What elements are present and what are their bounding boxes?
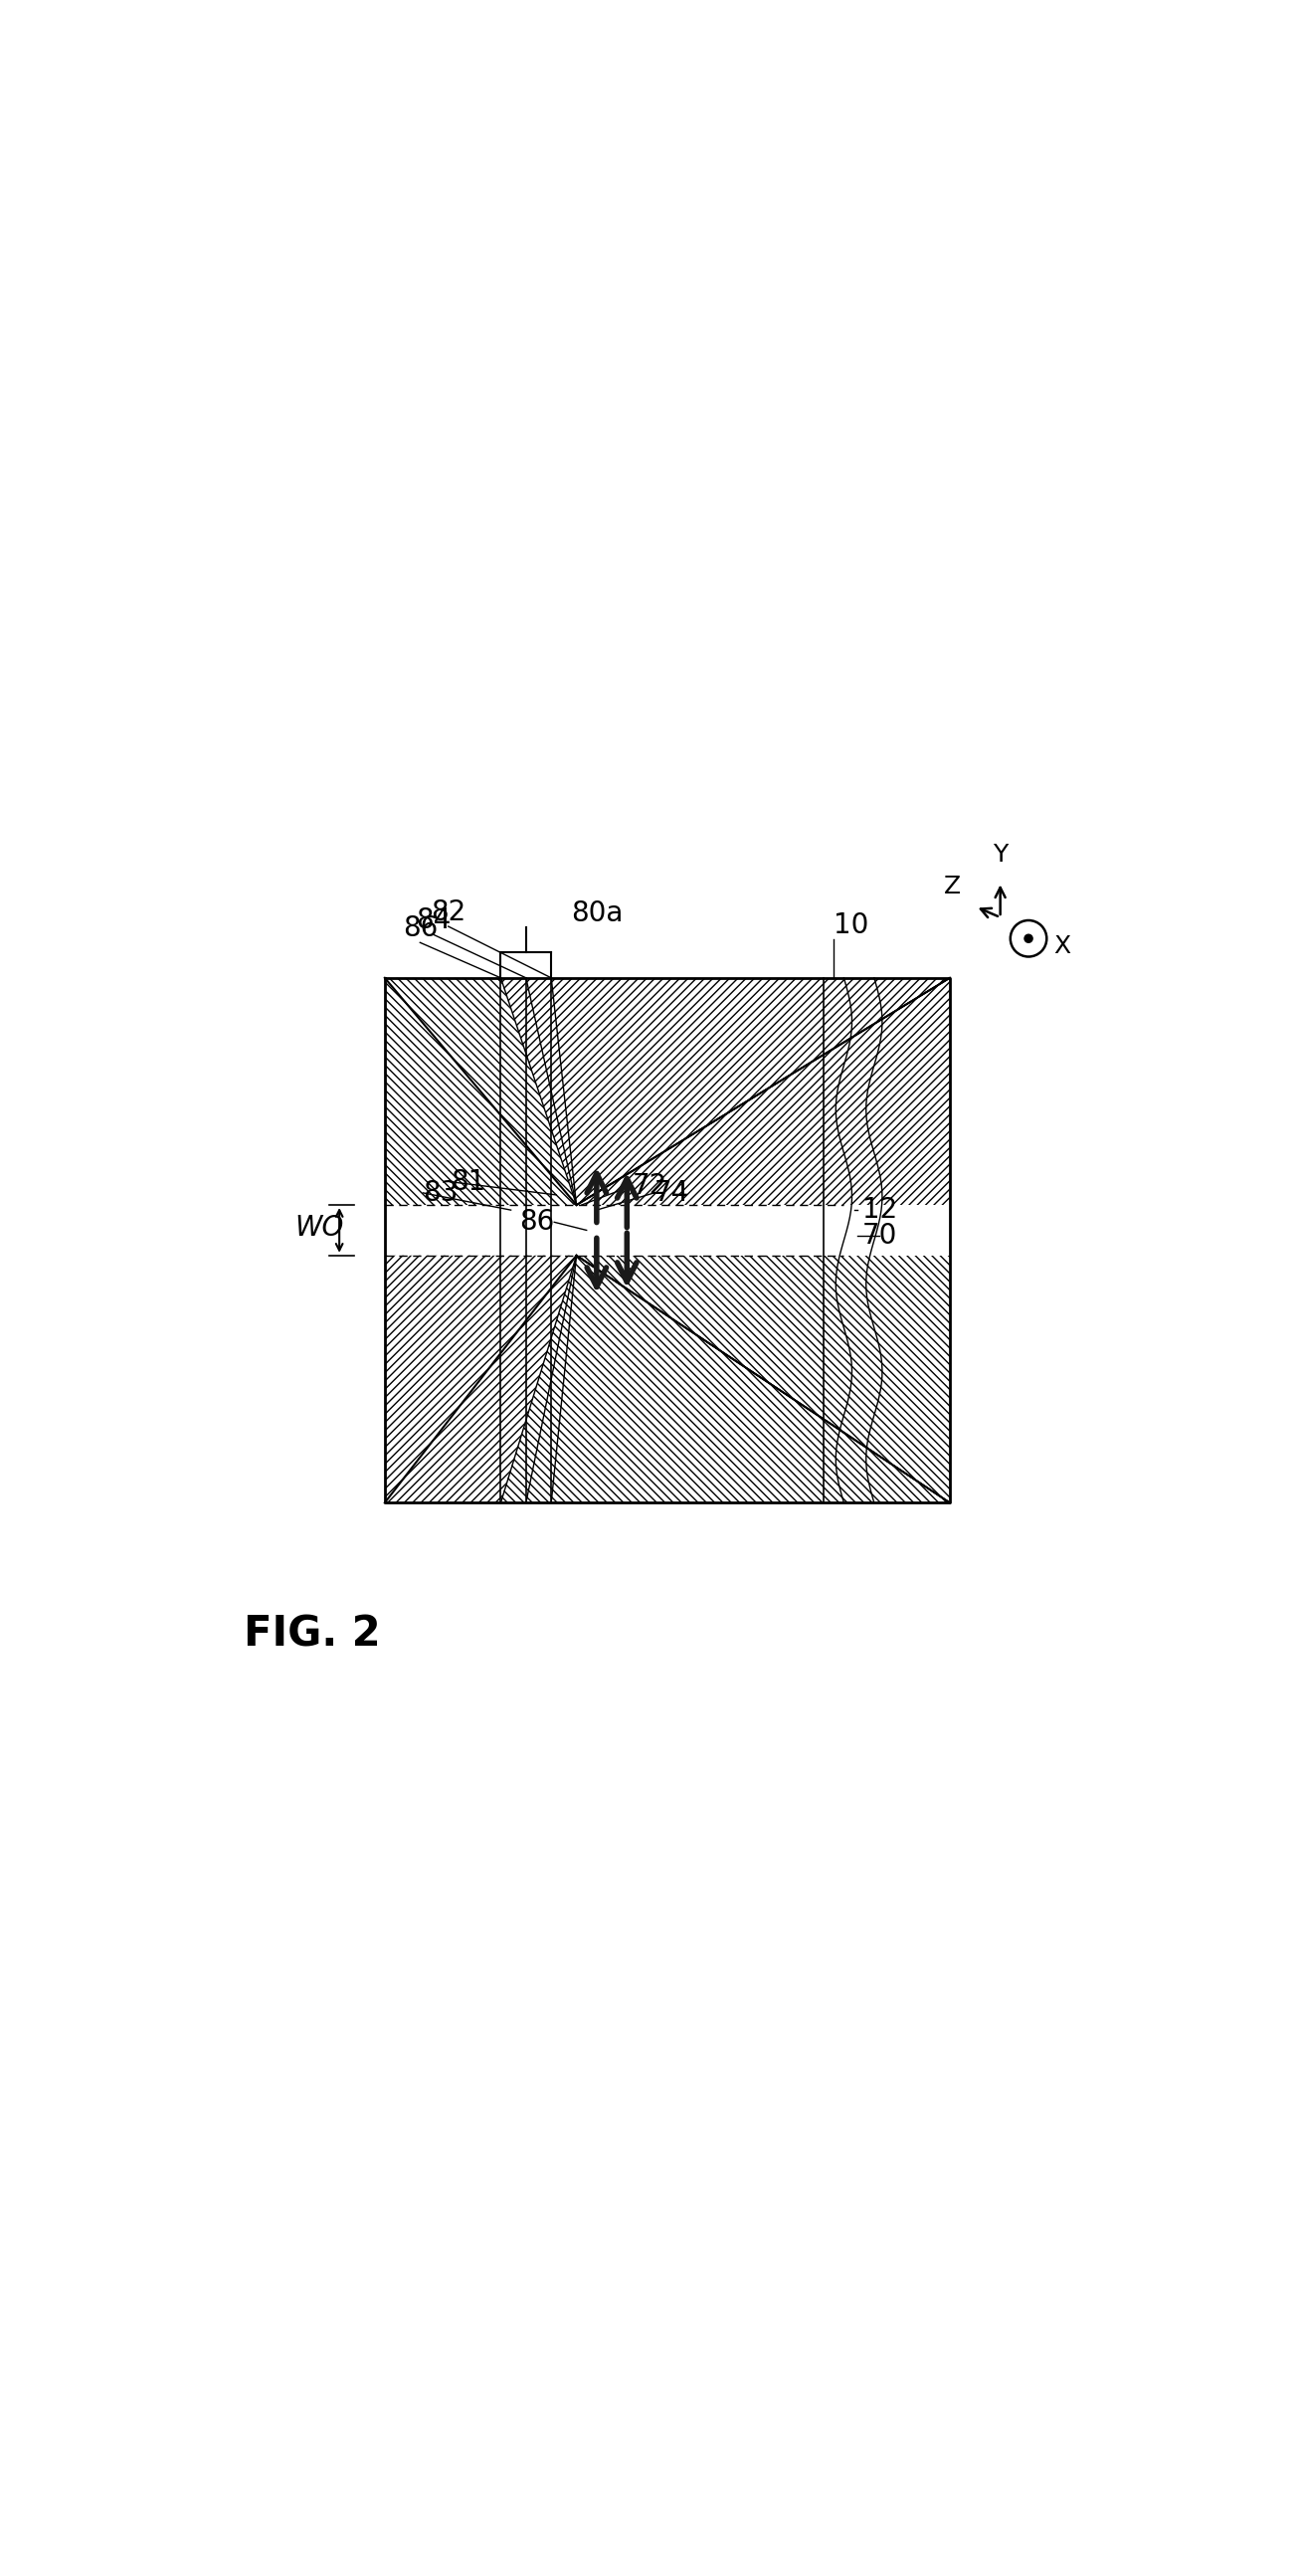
Polygon shape xyxy=(501,979,950,1206)
Polygon shape xyxy=(385,1255,577,1502)
Text: 84: 84 xyxy=(415,907,450,935)
Text: 10: 10 xyxy=(833,912,868,940)
Text: WO: WO xyxy=(294,1213,344,1242)
Text: FIG. 2: FIG. 2 xyxy=(243,1613,380,1654)
Text: 80a: 80a xyxy=(570,899,622,927)
Text: 86: 86 xyxy=(402,914,437,943)
Text: 82: 82 xyxy=(431,899,466,927)
Polygon shape xyxy=(501,1255,950,1502)
Bar xyxy=(577,1206,824,1255)
Text: 81: 81 xyxy=(450,1167,486,1195)
Text: 70: 70 xyxy=(862,1221,897,1249)
Circle shape xyxy=(1025,935,1032,943)
Text: 83: 83 xyxy=(423,1180,458,1206)
Text: 86: 86 xyxy=(519,1208,555,1236)
Polygon shape xyxy=(385,979,577,1206)
Text: 74: 74 xyxy=(654,1180,689,1206)
Text: 12: 12 xyxy=(862,1195,897,1224)
Text: Z: Z xyxy=(944,876,961,899)
Text: X: X xyxy=(1053,935,1070,958)
Text: 72: 72 xyxy=(631,1172,667,1200)
Text: Y: Y xyxy=(992,842,1008,868)
